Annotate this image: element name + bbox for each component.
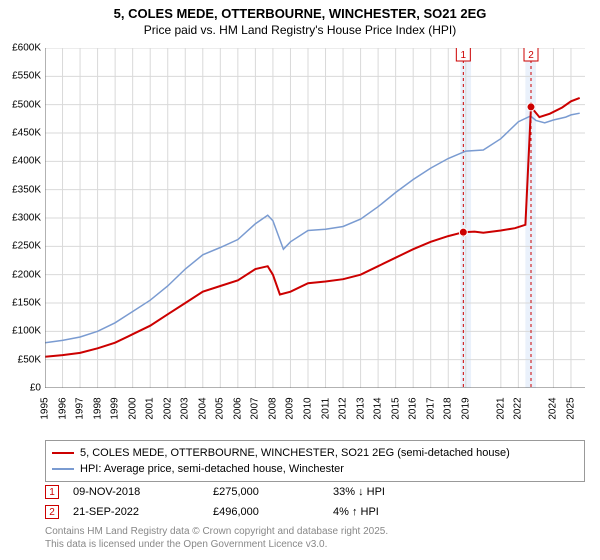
line-chart: 12 [45,48,585,388]
y-tick-label: £100K [0,326,41,337]
x-tick-label: 2009 [285,397,296,419]
x-tick-label: 1997 [75,397,86,419]
legend-swatch-1 [52,452,74,454]
marker-table: 1 09-NOV-2018£275,00033% ↓ HPI 2 21-SEP-202… [45,482,585,522]
y-tick-label: £600K [0,43,41,54]
x-tick-label: 1998 [92,397,103,419]
svg-text:2: 2 [528,50,534,61]
marker-badge: 1 [45,485,59,499]
x-tick-label: 2001 [145,397,156,419]
y-tick-label: £500K [0,99,41,110]
y-tick-label: £300K [0,213,41,224]
legend-swatch-2 [52,468,74,470]
x-tick-label: 2015 [390,397,401,419]
marker-badge: 2 [45,505,59,519]
marker-price: £496,000 [213,506,333,518]
y-tick-label: £0 [0,383,41,394]
y-tick-label: £150K [0,298,41,309]
marker-row: 2 21-SEP-2022£496,0004% ↑ HPI [45,502,585,522]
legend-row-2: HPI: Average price, semi-detached house,… [52,461,578,477]
chart-container: 5, COLES MEDE, OTTERBOURNE, WINCHESTER, … [0,0,600,560]
x-tick-label: 2011 [320,398,331,420]
y-tick-label: £400K [0,156,41,167]
x-tick-label: 2021 [495,397,506,419]
y-tick-label: £50K [0,354,41,365]
x-tick-label: 2016 [408,397,419,419]
x-tick-label: 2012 [338,397,349,419]
x-tick-label: 2013 [355,397,366,419]
x-tick-label: 2002 [162,397,173,419]
x-tick-label: 2007 [250,397,261,419]
x-tick-label: 2022 [513,397,524,419]
x-tick-label: 2005 [215,397,226,419]
y-tick-label: £250K [0,241,41,252]
copyright-line2: This data is licensed under the Open Gov… [45,539,388,552]
title-block: 5, COLES MEDE, OTTERBOURNE, WINCHESTER, … [0,0,600,38]
copyright-line1: Contains HM Land Registry data © Crown c… [45,526,388,539]
title-subtitle: Price paid vs. HM Land Registry's House … [0,23,600,39]
legend-label-1: 5, COLES MEDE, OTTERBOURNE, WINCHESTER, … [80,447,510,459]
chart-area: 12 £0£50K£100K£150K£200K£250K£300K£350K£… [45,48,585,418]
x-tick-label: 1999 [110,397,121,419]
y-tick-label: £200K [0,269,41,280]
x-tick-label: 2017 [425,397,436,419]
y-tick-label: £450K [0,128,41,139]
x-tick-label: 2019 [460,397,471,419]
x-tick-label: 2008 [267,397,278,419]
x-tick-label: 2025 [565,397,576,419]
copyright: Contains HM Land Registry data © Crown c… [45,526,388,551]
marker-date: 09-NOV-2018 [73,486,213,498]
y-tick-label: £550K [0,71,41,82]
x-tick-label: 2004 [197,397,208,419]
x-tick-label: 2010 [302,397,313,419]
marker-date: 21-SEP-2022 [73,506,213,518]
marker-row: 1 09-NOV-2018£275,00033% ↓ HPI [45,482,585,502]
svg-text:1: 1 [461,50,467,61]
x-tick-label: 1996 [57,397,68,419]
legend-row-1: 5, COLES MEDE, OTTERBOURNE, WINCHESTER, … [52,445,578,461]
y-tick-label: £350K [0,184,41,195]
title-address: 5, COLES MEDE, OTTERBOURNE, WINCHESTER, … [0,6,600,23]
x-tick-label: 2024 [548,397,559,419]
x-tick-label: 2003 [180,397,191,419]
x-tick-label: 1995 [40,397,51,419]
legend: 5, COLES MEDE, OTTERBOURNE, WINCHESTER, … [45,440,585,482]
x-tick-label: 2006 [232,397,243,419]
x-tick-label: 2000 [127,397,138,419]
x-tick-label: 2018 [443,397,454,419]
marker-price: £275,000 [213,486,333,498]
legend-label-2: HPI: Average price, semi-detached house,… [80,463,344,475]
marker-pct: 4% ↑ HPI [333,506,533,518]
x-tick-label: 2014 [373,397,384,419]
marker-pct: 33% ↓ HPI [333,486,533,498]
